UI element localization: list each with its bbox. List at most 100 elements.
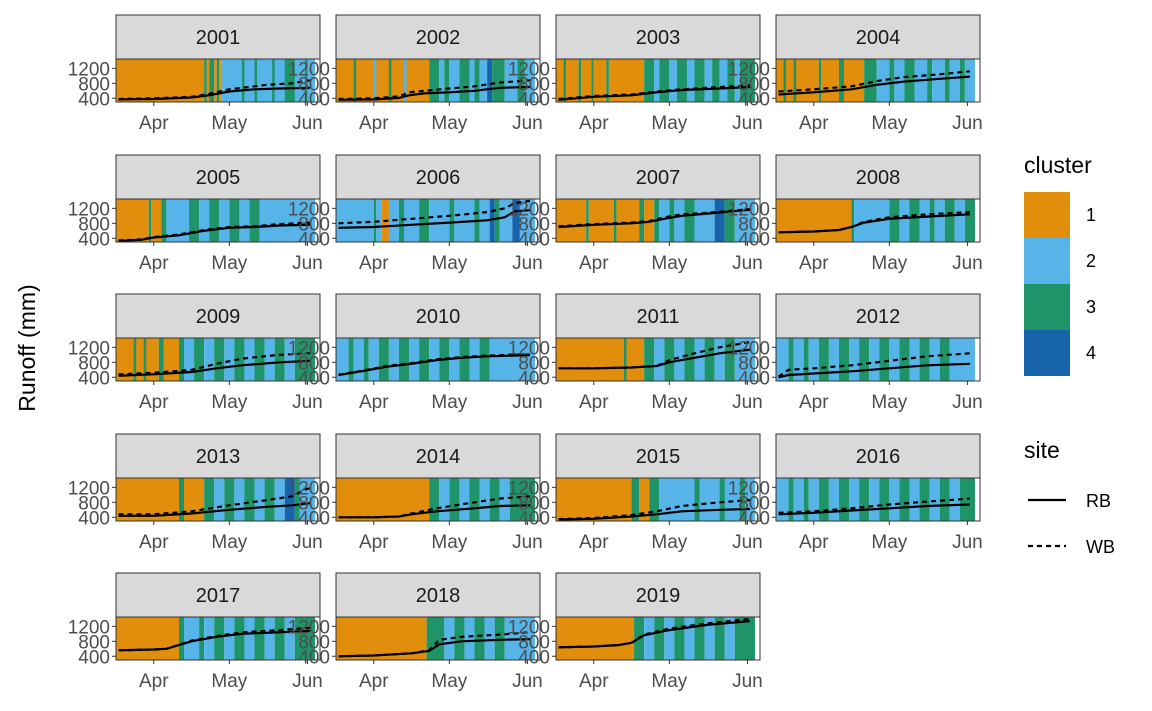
- site-legend-title: site: [1024, 437, 1060, 463]
- facet-strip-label: 2008: [856, 167, 901, 189]
- panel-border: [335, 616, 541, 661]
- facet-plot-area: [776, 59, 980, 102]
- facet-plot-area: [556, 338, 760, 381]
- y-tick-label: 800: [78, 353, 110, 374]
- x-tick-label: Apr: [359, 532, 389, 553]
- cluster-legend-label: 2: [1086, 251, 1096, 271]
- y-tick-label: 1200: [288, 617, 330, 638]
- cluster-band: [838, 59, 844, 102]
- cluster-band: [838, 478, 850, 521]
- panel-border: [555, 616, 761, 661]
- cluster-band: [556, 338, 624, 381]
- x-tick-label: May: [211, 392, 247, 413]
- cluster-band: [563, 59, 567, 102]
- cluster-band: [631, 478, 640, 521]
- cluster-band: [556, 478, 632, 521]
- cluster-band: [644, 338, 655, 381]
- cluster-band: [964, 199, 975, 242]
- y-tick-label: 800: [78, 214, 110, 235]
- cluster-band: [581, 59, 592, 102]
- cluster-band: [151, 199, 162, 242]
- y-axis-title: Runoff (mm): [14, 284, 40, 411]
- cluster-band: [578, 59, 582, 102]
- cluster-band: [184, 617, 200, 660]
- x-tick-label: Apr: [139, 392, 169, 413]
- series-line-wb: [778, 497, 970, 514]
- y-tick-label: 800: [518, 214, 550, 235]
- cluster-legend-label: 1: [1086, 205, 1096, 225]
- cluster-band: [674, 199, 685, 242]
- cluster-band: [684, 199, 695, 242]
- cluster-band: [704, 617, 715, 660]
- x-tick-label: Jun: [512, 392, 543, 413]
- cluster-band: [712, 59, 720, 102]
- cluster-band: [429, 199, 450, 242]
- x-tick-label: May: [211, 671, 247, 692]
- cluster-band: [556, 199, 587, 242]
- facet-plot-area: [776, 478, 980, 521]
- y-tick-label: 800: [298, 632, 330, 653]
- cluster-band: [828, 478, 839, 521]
- x-tick-label: Jun: [512, 532, 543, 553]
- x-tick-label: May: [871, 113, 907, 134]
- facet-plot-area: [336, 617, 540, 660]
- facet-strip: [555, 572, 761, 618]
- cluster-band: [336, 338, 349, 381]
- x-tick-label: May: [651, 671, 687, 692]
- x-tick-label: Apr: [359, 113, 389, 134]
- cluster-band: [879, 478, 890, 521]
- cluster-band: [954, 199, 965, 242]
- x-tick-label: Jun: [292, 532, 323, 553]
- cluster-legend-label: 3: [1086, 297, 1096, 317]
- panel-border: [775, 337, 981, 382]
- cluster-band: [803, 478, 809, 521]
- cluster-band: [929, 338, 940, 381]
- series-line-rb: [558, 620, 750, 649]
- cluster-band: [734, 617, 755, 660]
- y-tick-label: 1200: [288, 59, 330, 80]
- cluster-band: [459, 478, 470, 521]
- cluster-band: [788, 478, 794, 521]
- cluster-band: [674, 617, 685, 660]
- cluster-band: [793, 478, 804, 521]
- panel-border: [775, 198, 981, 243]
- cluster-band: [586, 199, 589, 242]
- cluster-band: [776, 199, 852, 242]
- x-tick-label: May: [211, 532, 247, 553]
- series-line-wb: [558, 499, 750, 521]
- cluster-band: [469, 478, 480, 521]
- cluster-band: [849, 338, 860, 381]
- cluster-band: [419, 338, 430, 381]
- x-tick-label: Jun: [292, 671, 323, 692]
- cluster-band: [934, 199, 945, 242]
- cluster-band: [224, 617, 235, 660]
- cluster-band: [479, 478, 490, 521]
- cluster-band: [373, 59, 377, 102]
- x-tick-label: Apr: [359, 392, 389, 413]
- x-tick-label: May: [651, 392, 687, 413]
- cluster-legend-key: [1024, 284, 1070, 330]
- x-tick-label: May: [431, 671, 467, 692]
- facet-strip: [555, 14, 761, 60]
- cluster-band: [454, 617, 465, 660]
- cluster-band: [116, 59, 205, 102]
- cluster-band: [724, 338, 735, 381]
- y-tick-label: 1200: [508, 338, 550, 359]
- cluster-band: [221, 59, 315, 102]
- cluster-band: [368, 338, 379, 381]
- cluster-band: [939, 338, 950, 381]
- facet-plot-area: [336, 59, 540, 102]
- cluster-band: [566, 59, 579, 102]
- cluster-band: [229, 199, 240, 242]
- cluster-band: [274, 338, 285, 381]
- cluster-band: [199, 199, 210, 242]
- cluster-band: [348, 338, 354, 381]
- series-line-rb: [338, 638, 530, 658]
- cluster-band: [849, 478, 860, 521]
- cluster-band: [209, 59, 215, 102]
- cluster-band: [694, 59, 705, 102]
- facet-plot-area: [556, 478, 760, 521]
- y-tick-label: 800: [298, 353, 330, 374]
- cluster-band: [919, 478, 930, 521]
